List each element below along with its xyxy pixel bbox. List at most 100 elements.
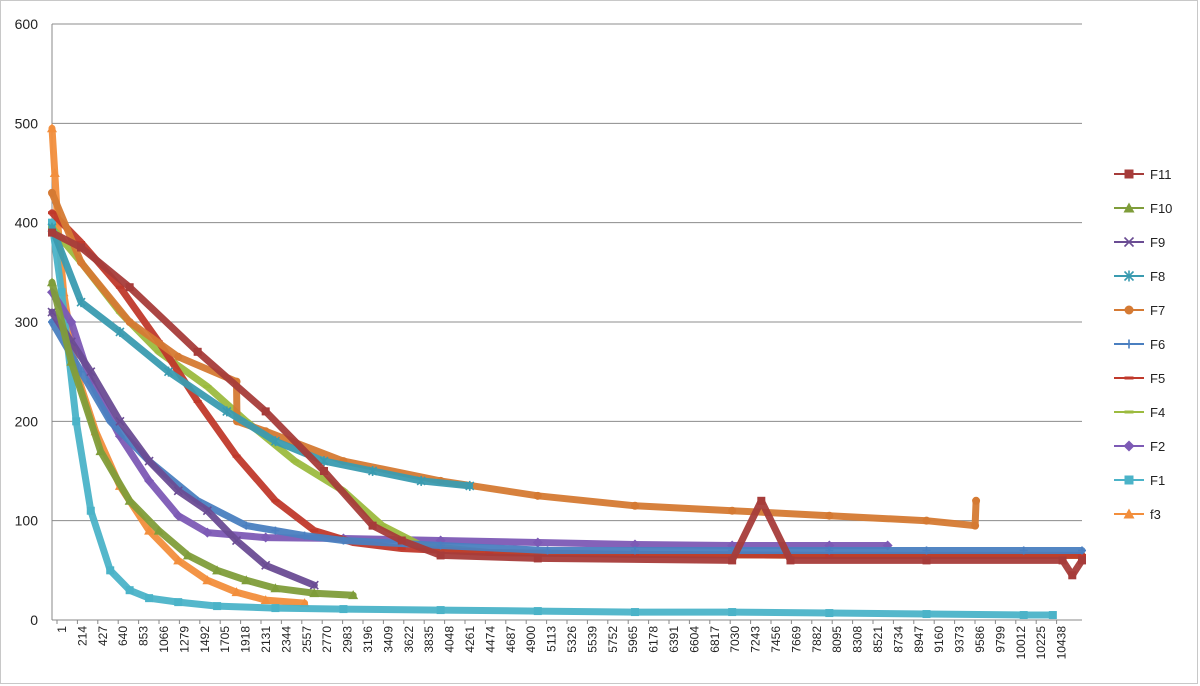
x-tick-label: 1918 [239, 626, 253, 653]
x-tick-label: 10225 [1034, 626, 1048, 660]
data-point-f11 [757, 496, 766, 505]
data-point-f11 [533, 554, 542, 563]
data-point-f1 [213, 602, 222, 611]
data-point-f10 [95, 446, 106, 456]
data-point-f2 [173, 510, 184, 521]
data-point-f1 [630, 608, 639, 617]
data-point-f1 [106, 566, 115, 575]
data-point-f11 [728, 556, 737, 565]
data-point-f8 [222, 406, 232, 417]
x-tick-label: 6817 [708, 626, 722, 653]
data-point-f2 [144, 475, 155, 486]
data-point-f6 [77, 367, 86, 376]
x-tick-label: 2770 [320, 626, 334, 653]
data-point-f11 [1058, 556, 1067, 565]
data-point-f6 [339, 536, 348, 545]
data-point-f6 [543, 546, 552, 555]
data-point-f11 [1068, 571, 1077, 580]
x-tick-label: 1492 [198, 626, 212, 653]
x-tick-label: 640 [116, 626, 130, 646]
data-point-f7 [48, 188, 56, 197]
legend-item-f11: F11 [1114, 167, 1171, 182]
data-point-f7 [125, 318, 134, 326]
y-tick-label: 100 [15, 513, 39, 529]
legend-item-f6: F6 [1114, 337, 1165, 352]
series-f9 [47, 307, 319, 590]
data-point-f10 [348, 590, 359, 600]
x-tick-label: 8308 [851, 626, 865, 653]
x-tick-label: 5965 [626, 626, 640, 653]
legend-item-f2: F2 [1114, 439, 1165, 454]
data-point-f3 [202, 575, 213, 585]
legend-item-f10: F10 [1114, 201, 1172, 216]
x-tick-label: 9586 [973, 626, 987, 653]
data-point-f8 [76, 297, 86, 308]
data-point-f6 [1078, 546, 1086, 555]
x-axis-ticks: 1 214 427 640 853 1066 1279 1492 1705 1918 2131 234… [55, 620, 1069, 659]
data-point-f7 [922, 516, 931, 525]
data-point-f9 [202, 506, 212, 516]
data-point-f7 [972, 496, 981, 505]
y-tick-label: 400 [15, 215, 39, 231]
data-point-f3 [260, 595, 271, 605]
legend-marker-f11 [1124, 169, 1134, 179]
legend-marker-f7 [1124, 305, 1134, 315]
data-point-f1 [339, 605, 348, 614]
x-tick-label: 3409 [381, 626, 395, 653]
data-point-f1 [922, 610, 931, 619]
data-point-f9 [144, 456, 154, 466]
x-tick-label: 853 [137, 626, 151, 646]
series-line-f9 [48, 308, 318, 589]
x-tick-label: 10012 [1014, 626, 1028, 660]
legend-label-f9: F9 [1150, 235, 1165, 250]
legend-marker-f10 [1123, 202, 1135, 213]
data-point-f7 [825, 511, 834, 520]
x-tick-label: 4261 [463, 626, 477, 653]
series-f8 [47, 222, 475, 491]
data-point-f7 [728, 506, 737, 515]
data-point-f10 [270, 583, 281, 593]
x-tick-label: 7669 [789, 626, 803, 653]
legend-item-f4: F4 [1114, 405, 1165, 420]
x-tick-label: 2557 [300, 626, 314, 653]
legend-label-f10: F10 [1150, 201, 1172, 216]
legend-marker-f9 [1123, 236, 1135, 248]
legend-label-f7: F7 [1150, 303, 1165, 318]
data-point-f6 [436, 541, 445, 550]
legend-item-f1: F1 [1114, 473, 1165, 488]
y-tick-label: 500 [15, 115, 39, 131]
x-tick-label: 7882 [810, 626, 824, 653]
data-point-f9 [261, 560, 271, 570]
data-point-f9 [115, 416, 125, 426]
x-tick-label: 2983 [341, 626, 355, 653]
x-tick-label: 1 [55, 626, 69, 633]
series-f7 [48, 188, 981, 530]
legend-marker-f2 [1123, 440, 1135, 452]
x-tick-label: 4687 [504, 626, 518, 653]
data-point-f10 [124, 495, 135, 505]
x-tick-label: 10438 [1055, 626, 1069, 660]
data-point-f8 [368, 466, 378, 476]
data-point-f10 [241, 575, 252, 585]
data-point-f6 [922, 546, 931, 555]
data-point-f6 [1019, 546, 1028, 555]
data-point-f2 [202, 527, 213, 538]
series-line-f8 [48, 224, 474, 490]
series-line-f5 [48, 209, 1086, 559]
x-tick-label: 7030 [728, 626, 742, 653]
data-point-f6 [630, 546, 639, 555]
data-point-f2 [532, 537, 543, 548]
x-tick-label: 2344 [279, 626, 293, 653]
legend-marker-f3 [1123, 508, 1135, 519]
legend-label-f5: F5 [1150, 371, 1165, 386]
series-f1 [48, 218, 1057, 620]
x-tick-label: 8095 [830, 626, 844, 653]
data-point-f8 [465, 480, 475, 491]
x-tick-label: 1066 [157, 626, 171, 653]
data-point-f1 [72, 417, 81, 426]
x-tick-label: 9160 [932, 626, 946, 653]
x-tick-label: 4048 [443, 626, 457, 653]
y-tick-label: 200 [15, 413, 39, 429]
x-tick-label: 4900 [524, 626, 538, 653]
